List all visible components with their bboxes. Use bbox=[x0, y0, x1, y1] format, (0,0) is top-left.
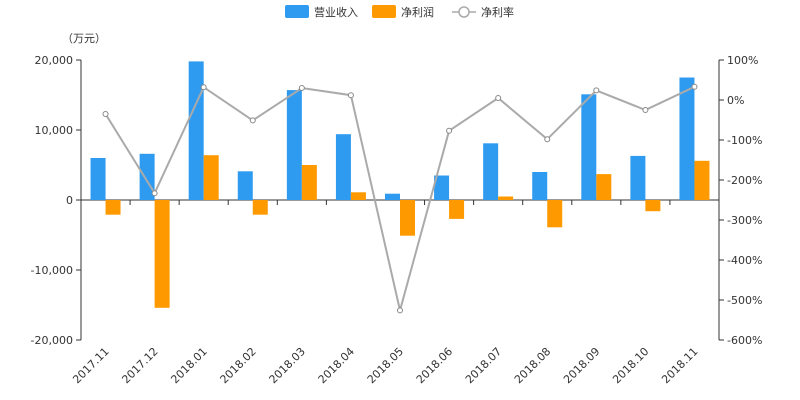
legend-swatch-marker bbox=[458, 6, 470, 18]
x-tick-label: 2018.05 bbox=[365, 345, 406, 386]
revenue-bar bbox=[90, 158, 106, 200]
net-margin-point bbox=[102, 111, 109, 117]
x-tick-label: 2018.09 bbox=[561, 345, 602, 386]
profit-bar bbox=[252, 200, 268, 215]
y-right-tick-label: 100% bbox=[727, 54, 758, 67]
net-margin-point bbox=[249, 117, 256, 124]
y-left-tick-label: 0 bbox=[66, 194, 73, 207]
y-right-tick-label: 0% bbox=[727, 94, 744, 107]
revenue-bar bbox=[385, 193, 400, 200]
x-tick-label: 2018.06 bbox=[414, 345, 455, 386]
net-margin-point bbox=[446, 127, 453, 134]
legend: 营业收入 净利润 净利率 bbox=[285, 5, 514, 19]
legend-swatch bbox=[372, 5, 396, 18]
profit-bar bbox=[350, 192, 366, 200]
net-margin-point bbox=[347, 92, 354, 99]
revenue-bar bbox=[630, 155, 646, 200]
profit-bar bbox=[645, 200, 661, 212]
revenue-bar bbox=[335, 134, 351, 200]
legend-label: 净利率 bbox=[481, 5, 514, 19]
y-right-tick-label: -200% bbox=[727, 174, 762, 187]
y-left-tick-label: 20,000 bbox=[35, 54, 74, 67]
line-series bbox=[102, 83, 698, 314]
profit-bar bbox=[301, 165, 317, 200]
revenue-bar bbox=[483, 143, 499, 200]
x-tick-label: 2018.03 bbox=[267, 345, 308, 386]
revenue-bar bbox=[532, 172, 548, 200]
y-left-tick-label: 10,000 bbox=[35, 124, 74, 137]
legend-label: 营业收入 bbox=[314, 5, 358, 19]
profit-bar bbox=[694, 160, 710, 200]
x-tick-label: 2018.01 bbox=[168, 345, 209, 386]
net-margin-point bbox=[200, 84, 207, 91]
net-margin-point bbox=[397, 307, 403, 314]
legend-swatch bbox=[285, 5, 309, 18]
x-tick-label: 2018.07 bbox=[463, 345, 504, 386]
y-right-tick-label: -400% bbox=[727, 254, 762, 267]
profit-bar bbox=[154, 200, 170, 308]
revenue-bar bbox=[237, 171, 253, 200]
y-right-tick-label: -600% bbox=[727, 334, 762, 347]
y-left-tick-label: -20,000 bbox=[31, 334, 73, 347]
y-left-tick-label: -10,000 bbox=[31, 264, 73, 277]
x-tick-label: 2018.08 bbox=[512, 345, 553, 386]
profit-bar bbox=[547, 200, 563, 228]
x-tick-label: 2017.12 bbox=[119, 345, 160, 386]
profit-bar bbox=[498, 196, 514, 200]
net-margin-point bbox=[544, 136, 551, 143]
net-margin-point bbox=[593, 87, 600, 94]
unit-label: （万元） bbox=[62, 32, 106, 45]
net-margin-point bbox=[151, 190, 158, 197]
profit-bar bbox=[203, 155, 219, 200]
profit-bar bbox=[596, 174, 612, 200]
revenue-bar bbox=[286, 90, 302, 200]
x-tick-label: 2017.11 bbox=[70, 345, 111, 386]
profit-bar bbox=[449, 200, 465, 219]
net-margin-point bbox=[298, 85, 305, 91]
revenue-bar bbox=[188, 61, 204, 201]
revenue-bar bbox=[434, 175, 450, 200]
y-right-tick-label: -500% bbox=[727, 294, 762, 307]
axes: -20,000 -10,000 0 10,000 20,000 -600% -500% -40… bbox=[31, 54, 763, 386]
x-tick-label: 2018.04 bbox=[316, 345, 357, 386]
x-tick-label: 2018.11 bbox=[659, 345, 700, 386]
net-margin-point bbox=[642, 107, 649, 113]
y-right-tick-label: -300% bbox=[727, 214, 762, 227]
x-tick-label: 2018.02 bbox=[218, 345, 259, 386]
legend-label: 净利润 bbox=[401, 5, 434, 19]
bars bbox=[90, 61, 710, 308]
profit-bar bbox=[400, 200, 415, 236]
net-margin-point bbox=[691, 83, 698, 90]
x-tick-label: 2018.10 bbox=[610, 345, 651, 386]
revenue-bar bbox=[679, 77, 695, 200]
revenue-bar bbox=[581, 94, 597, 200]
net-margin-point bbox=[495, 95, 502, 101]
y-right-tick-label: -100% bbox=[727, 134, 762, 147]
profit-bar bbox=[105, 200, 121, 215]
